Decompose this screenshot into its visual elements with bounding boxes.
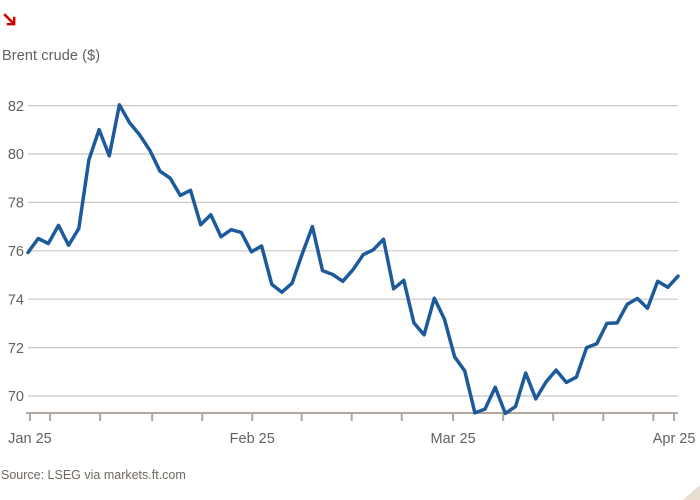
y-axis-label: 76 [8,244,24,260]
x-axis-label: Feb 25 [230,431,275,447]
corner-resize-triangle-icon [683,485,700,500]
x-axis-label: Mar 25 [431,431,476,447]
y-axis-label: 80 [8,147,24,163]
x-axis-label: Jan 25 [8,431,52,447]
y-axis-label: 82 [8,99,24,115]
source-attribution: Source: LSEG via markets.ft.com [1,468,186,482]
y-axis-label: 78 [8,196,24,212]
x-axis-label: Apr 25 [653,431,696,447]
chart-title: Brent crude ($) [2,48,101,64]
y-axis-label: 72 [8,341,24,357]
y-axis-label: 70 [8,389,24,405]
price-down-arrow-icon [3,13,16,26]
price-line [26,103,680,416]
y-axis-label: 74 [8,292,24,308]
